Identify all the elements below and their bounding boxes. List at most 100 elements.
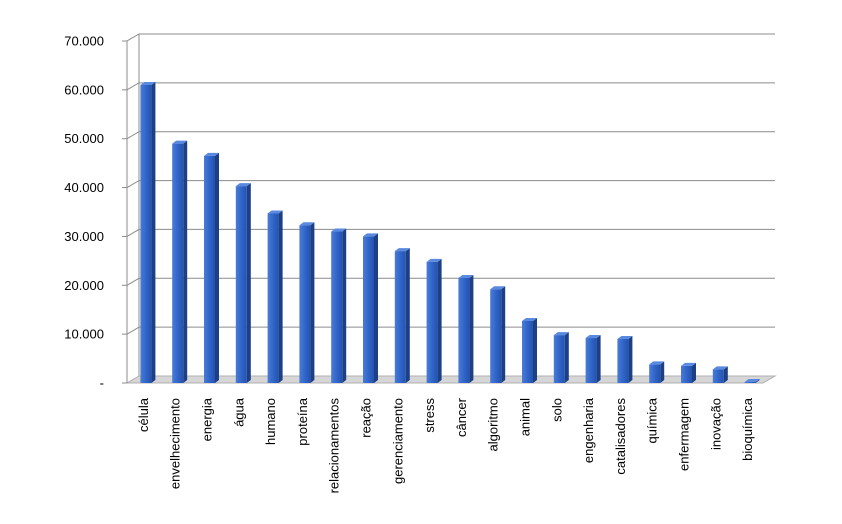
x-category-label: gerenciamento — [390, 398, 405, 484]
x-category-label: humano — [263, 398, 278, 445]
bar-top — [522, 317, 537, 321]
bar-top — [267, 210, 283, 214]
bar-front — [649, 364, 661, 383]
bar — [235, 183, 251, 383]
bar-top — [712, 366, 728, 370]
bar-side — [151, 81, 156, 383]
bar-side — [374, 233, 378, 383]
bar — [617, 336, 633, 383]
bar-side — [469, 274, 474, 383]
bar-front — [744, 382, 756, 383]
gridline — [126, 326, 775, 335]
gridlines — [126, 33, 775, 335]
bar-side — [246, 183, 251, 383]
x-category-label: bioquímica — [740, 397, 755, 461]
bar-front — [458, 277, 470, 383]
bar-side — [596, 335, 601, 383]
bar-side — [692, 362, 696, 383]
y-tick-label: 10.000 — [64, 327, 104, 342]
bar — [585, 335, 601, 383]
bar-side — [342, 228, 347, 383]
bar-top — [649, 361, 665, 365]
bar — [649, 361, 665, 383]
bar — [394, 248, 410, 383]
bar — [458, 274, 474, 383]
bar-side — [660, 361, 665, 383]
y-tick-label: 50.000 — [64, 131, 104, 146]
x-category-label: câncer — [454, 397, 469, 437]
y-tick-label: 70.000 — [64, 34, 104, 49]
bar-top — [140, 81, 156, 85]
x-category-label: solo — [549, 398, 564, 422]
bar-side — [437, 258, 442, 383]
bar-top — [394, 248, 410, 252]
bar — [299, 222, 315, 383]
bar-front — [204, 155, 215, 383]
gridline — [126, 180, 775, 189]
bar-top — [204, 152, 219, 156]
bar-top — [553, 332, 569, 336]
x-category-label: química — [645, 397, 660, 443]
x-category-label: proteína — [295, 397, 310, 445]
x-category-label: célula — [136, 397, 151, 432]
bar-front — [172, 143, 184, 383]
x-category-labels: célula envelhecimento energia água humano pro… — [136, 397, 755, 493]
bar — [490, 286, 506, 383]
bar-side — [628, 336, 633, 383]
y-tick-label: 40.000 — [64, 180, 104, 195]
y-tick-label: - — [100, 376, 104, 391]
gridline — [126, 82, 775, 91]
bar-front — [267, 213, 279, 383]
bar-side — [755, 379, 760, 383]
bar-side — [278, 210, 283, 383]
bar-top — [172, 140, 188, 144]
bar — [331, 228, 347, 383]
bar — [363, 233, 378, 383]
bar-side — [564, 332, 569, 383]
bar-front — [394, 251, 406, 383]
bar-top — [235, 183, 251, 187]
bar — [267, 210, 283, 383]
x-category-label: engenharia — [581, 397, 596, 463]
bar-front — [140, 84, 152, 383]
bar-top — [744, 379, 760, 383]
bar — [553, 332, 569, 383]
gridline — [126, 277, 775, 286]
y-tick-label: 60.000 — [64, 82, 104, 97]
bar-top — [299, 222, 315, 226]
bar-front — [617, 339, 629, 383]
bar-top — [426, 258, 442, 262]
bar-front — [299, 225, 311, 383]
x-category-label: catalisadores — [613, 398, 628, 475]
bar — [712, 366, 728, 383]
y-tick-label: 20.000 — [64, 278, 104, 293]
bar-side — [310, 222, 315, 383]
bar — [140, 81, 156, 383]
bar-top — [681, 362, 696, 366]
x-category-label: animal — [518, 398, 533, 436]
axes — [122, 34, 777, 384]
gridline — [126, 33, 775, 42]
bar-top — [363, 233, 378, 237]
bar-side — [183, 140, 188, 383]
bar-top — [331, 228, 347, 232]
bar — [744, 379, 760, 383]
bar — [681, 362, 696, 383]
x-category-label: enfermagem — [677, 398, 692, 471]
bar-front — [522, 320, 533, 383]
bar-top — [490, 286, 506, 290]
bar-front — [712, 369, 724, 383]
y-tick-label: 30.000 — [64, 229, 104, 244]
x-category-label: energia — [200, 397, 215, 441]
bar-side — [723, 366, 728, 383]
x-category-label: algoritmo — [486, 398, 501, 451]
bar — [426, 258, 442, 383]
bars — [140, 81, 760, 383]
bar-front — [585, 338, 597, 383]
bar-front — [681, 365, 692, 383]
y-tick-labels: - 10.000 20.000 30.000 40.000 50.000 60.000 70.… — [64, 34, 104, 391]
bar-front — [490, 289, 502, 383]
bar-front — [331, 231, 343, 383]
bar-side — [215, 152, 219, 383]
x-category-label: reação — [359, 398, 374, 438]
